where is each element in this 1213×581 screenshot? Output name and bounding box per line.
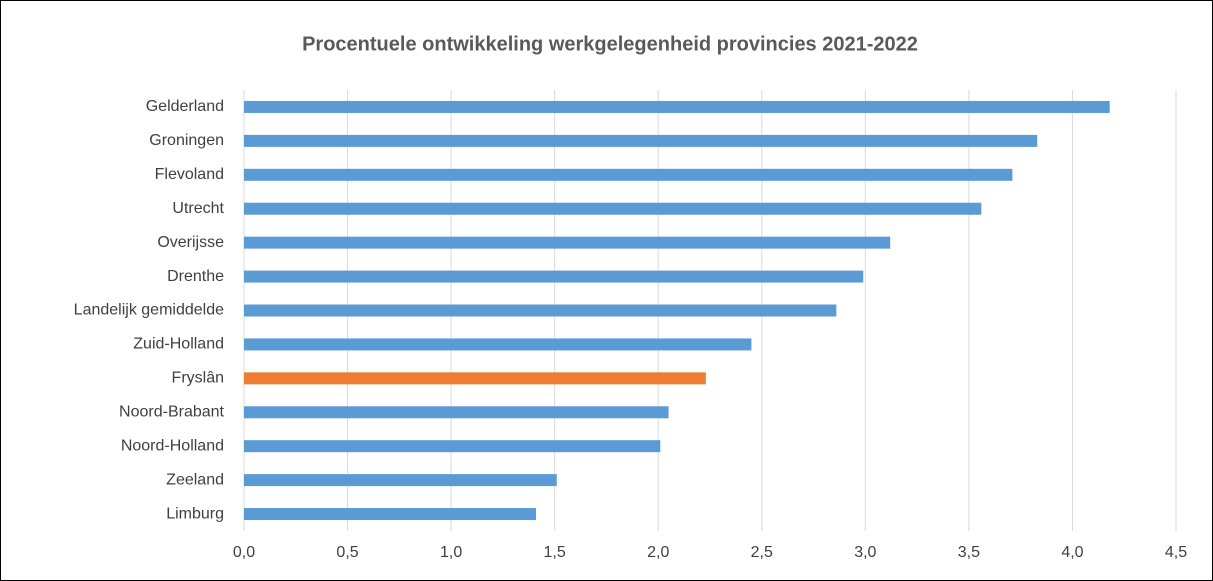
y-tick-label: Limburg <box>166 505 224 522</box>
y-tick-label: Zuid-Holland <box>133 336 224 353</box>
y-tick-label: Noord-Holland <box>121 437 224 454</box>
x-tick-label: 0,0 <box>233 544 255 561</box>
bar <box>244 236 891 249</box>
y-tick-label: Zeeland <box>166 471 224 488</box>
chart-title: Procentuele ontwikkeling werkgelegenheid… <box>302 33 918 55</box>
y-tick-label: Groningen <box>149 132 224 149</box>
x-tick-label: 2,0 <box>647 544 669 561</box>
bar <box>244 372 706 385</box>
bar <box>244 474 557 487</box>
bar <box>244 134 1038 147</box>
x-tick-label: 3,5 <box>958 544 980 561</box>
bar <box>244 100 1110 113</box>
y-tick-label: Flevoland <box>155 166 224 183</box>
bar <box>244 168 1013 181</box>
bar <box>244 406 669 419</box>
y-tick-label: Landelijk gemiddelde <box>74 302 224 319</box>
x-tick-label: 4,5 <box>1165 544 1187 561</box>
x-tick-label: 0,5 <box>336 544 358 561</box>
bar <box>244 338 752 351</box>
x-tick-label: 4,0 <box>1061 544 1083 561</box>
bar <box>244 202 982 215</box>
y-tick-label: Gelderland <box>146 98 224 115</box>
bar <box>244 304 837 317</box>
x-tick-label: 1,0 <box>440 544 462 561</box>
y-tick-label: Fryslân <box>172 370 224 387</box>
bar <box>244 270 864 283</box>
bar <box>244 508 537 521</box>
y-tick-label: Noord-Brabant <box>119 403 225 420</box>
bar <box>244 440 661 453</box>
x-tick-label: 3,0 <box>854 544 876 561</box>
y-tick-label: Utrecht <box>172 200 224 217</box>
x-tick-label: 1,5 <box>544 544 566 561</box>
y-tick-label: Drenthe <box>167 268 224 285</box>
x-tick-label: 2,5 <box>751 544 773 561</box>
y-tick-label: Overijsse <box>157 234 224 251</box>
